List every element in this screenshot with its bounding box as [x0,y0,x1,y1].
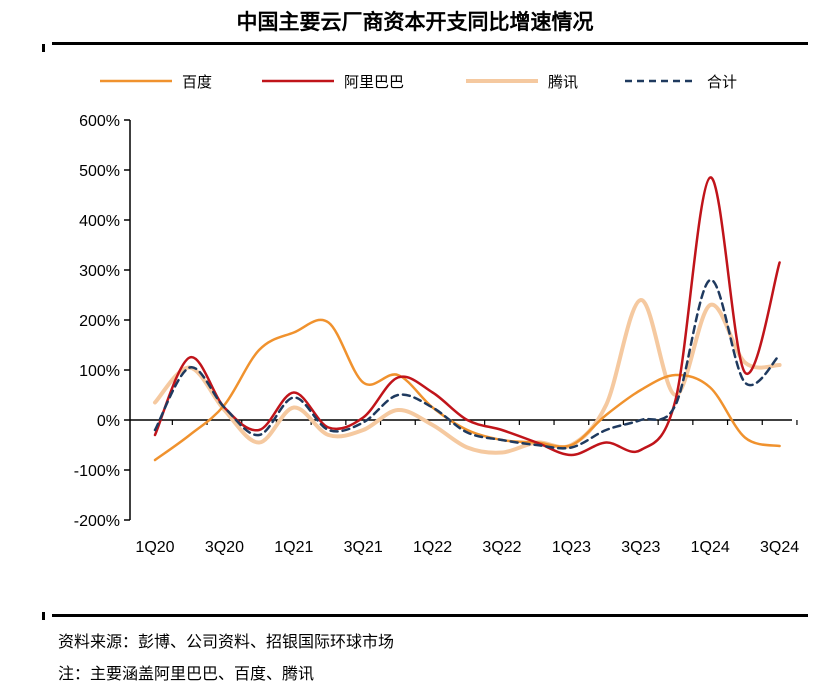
data-point [605,414,608,417]
data-point [396,376,399,379]
series-lines [153,176,782,462]
y-tick-label: -100% [74,463,120,480]
data-point [362,429,365,432]
data-point [327,429,330,432]
data-point [466,431,469,434]
left-tick-mark [42,44,45,52]
series-line-3 [153,278,781,450]
data-point [292,391,295,394]
data-point [501,439,504,442]
y-tick-label: 300% [79,263,120,280]
data-point [743,436,746,439]
bottom-rule [52,614,808,617]
data-point [743,381,746,384]
data-point [709,386,712,389]
series-line-1 [153,176,781,457]
data-point [431,424,434,427]
data-point [639,449,642,452]
line-chart: 百度 阿里巴巴 腾讯 合计 -200% -100% 0% 100% 200% 300% 400% 5… [74,73,800,556]
x-tick-label: 1Q21 [274,539,313,556]
data-point [188,366,191,369]
data-point [292,406,295,409]
data-point [154,401,157,404]
data-point [362,381,365,384]
y-tick-label: 200% [79,313,120,330]
data-point [431,391,434,394]
data-point [154,459,157,462]
data-point [674,374,677,377]
footnote: 注：主要涵盖阿里巴巴、百度、腾讯 [58,664,315,683]
legend-label: 腾讯 [548,73,578,91]
data-point [639,419,642,422]
legend-label: 百度 [182,73,212,91]
data-point [258,429,261,432]
y-tick-label: 0% [97,413,120,430]
x-tick-label: 1Q20 [135,539,174,556]
data-point [709,176,712,179]
data-point [778,364,781,367]
source-note: 资料来源：彭博、公司资料、招银国际环球市场 [58,632,395,651]
data-point [154,434,157,437]
data-point [327,434,330,437]
data-point [709,304,712,307]
data-point [292,396,295,399]
data-point [362,416,365,419]
data-point [535,444,538,447]
legend-label: 阿里巴巴 [344,73,404,91]
data-point [223,406,226,409]
x-tick-label: 3Q24 [760,539,799,556]
x-tick-label: 3Q20 [205,539,244,556]
x-tick-label: 1Q22 [413,539,452,556]
data-point [674,404,677,407]
x-tick-label: 3Q21 [344,539,383,556]
data-point [639,299,642,302]
data-point [466,446,469,449]
data-point [188,434,191,437]
data-point [778,261,781,264]
y-tick-label: 400% [79,213,120,230]
data-point [639,389,642,392]
data-point [501,429,504,432]
data-point [570,446,573,449]
data-point [778,445,781,448]
data-point [188,356,191,359]
data-point [258,349,261,352]
data-point [466,419,469,422]
data-point [743,361,746,364]
data-point [570,454,573,457]
data-point [258,434,261,437]
y-tick-label: 100% [79,363,120,380]
x-tick-label: 3Q23 [621,539,660,556]
x-tick-label: 1Q23 [552,539,591,556]
data-point [501,451,504,454]
x-tick-label: 3Q22 [482,539,521,556]
y-tick-label: -200% [74,513,120,530]
data-point [743,371,746,374]
data-point [605,441,608,444]
data-point [396,394,399,397]
chart-legend: 百度 阿里巴巴 腾讯 合计 [100,73,737,91]
data-point [396,409,399,412]
data-point [327,321,330,324]
data-point [778,354,781,357]
chart-title: 中国主要云厂商资本开支同比增速情况 [236,9,594,34]
data-point [154,429,157,432]
data-point [605,429,608,432]
y-tick-label: 600% [79,113,120,130]
data-point [292,331,295,334]
y-axis: -200% -100% 0% 100% 200% 300% 400% 500% 600% [74,113,131,530]
left-tick-mark-bottom [42,612,45,620]
x-axis: 1Q20 3Q20 1Q21 3Q21 1Q22 3Q22 1Q23 3Q23 1Q24 3Q24 [130,419,799,556]
top-rule [52,42,808,45]
data-point [431,406,434,409]
legend-label: 合计 [707,73,737,91]
series-line-0 [153,318,781,462]
x-tick-label: 1Q24 [691,539,730,556]
data-point [258,441,261,444]
data-point [709,279,712,282]
data-point [605,404,608,407]
y-tick-label: 500% [79,163,120,180]
data-point [362,421,365,424]
